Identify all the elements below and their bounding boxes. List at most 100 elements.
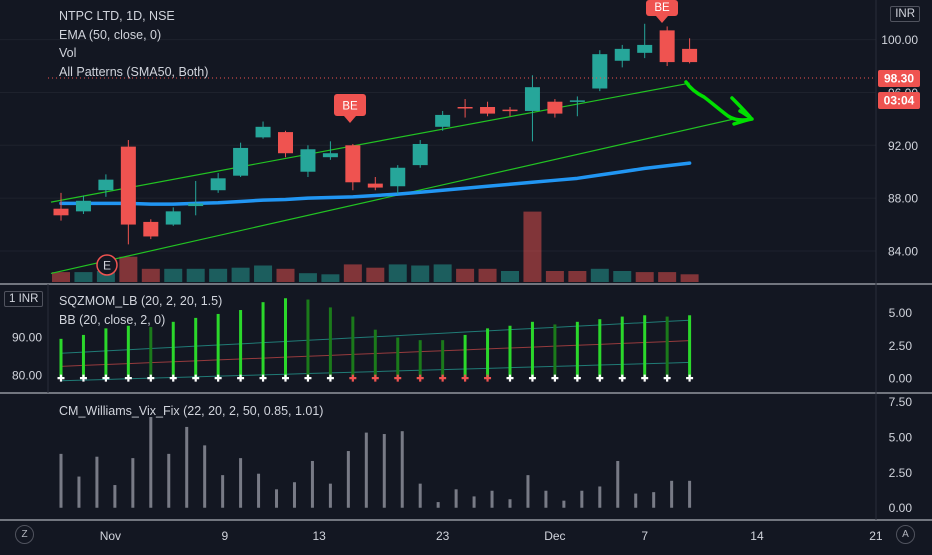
momentum-legend[interactable]: SQZMOM_LB (20, 2, 20, 1.5): [59, 294, 223, 308]
candle-body[interactable]: [457, 106, 473, 109]
vix-bar[interactable]: [95, 456, 99, 508]
vix-bar[interactable]: [562, 500, 566, 508]
momentum-bar[interactable]: [194, 317, 198, 379]
vix-bar[interactable]: [328, 483, 332, 508]
vix-bar[interactable]: [113, 485, 117, 508]
candle-body[interactable]: [255, 126, 271, 138]
candle-body[interactable]: [322, 153, 338, 158]
vix-bar[interactable]: [275, 489, 279, 508]
candle-body[interactable]: [435, 114, 451, 127]
candle-body[interactable]: [143, 221, 159, 237]
pattern-badge-2[interactable]: BE: [646, 0, 678, 23]
candle-body[interactable]: [592, 54, 608, 89]
patterns-legend[interactable]: All Patterns (SMA50, Both): [59, 64, 209, 79]
ema-legend[interactable]: EMA (50, close, 0): [59, 27, 162, 42]
candle-body[interactable]: [682, 48, 698, 63]
momentum-bar[interactable]: [463, 334, 467, 379]
vix-bar[interactable]: [257, 473, 261, 508]
momentum-bar[interactable]: [373, 329, 377, 379]
candle-body[interactable]: [502, 109, 518, 112]
candle-body[interactable]: [547, 101, 563, 114]
vix-bar[interactable]: [149, 417, 153, 508]
timezone-button[interactable]: Z: [15, 525, 34, 544]
candle-body[interactable]: [412, 143, 428, 166]
momentum-bar[interactable]: [126, 325, 130, 379]
candle-body[interactable]: [614, 48, 630, 61]
momentum-bar[interactable]: [508, 325, 512, 379]
momentum-bar[interactable]: [553, 324, 557, 379]
momentum-bar[interactable]: [486, 328, 490, 379]
candle-body[interactable]: [637, 44, 653, 53]
vix-bar[interactable]: [526, 475, 530, 508]
momentum-bar[interactable]: [216, 313, 220, 379]
momentum-bar[interactable]: [306, 299, 310, 379]
candle-body[interactable]: [300, 149, 316, 172]
candle-body[interactable]: [98, 179, 114, 191]
vix-bar[interactable]: [167, 453, 171, 508]
candle-body[interactable]: [390, 167, 406, 187]
candle-body[interactable]: [569, 100, 585, 102]
vix-bar[interactable]: [652, 492, 656, 508]
momentum-bar[interactable]: [688, 315, 692, 379]
vix-bar[interactable]: [203, 445, 207, 508]
candle-body[interactable]: [659, 30, 675, 63]
momentum-bar[interactable]: [261, 302, 265, 379]
momentum-bar[interactable]: [351, 316, 355, 379]
vix-bar[interactable]: [221, 475, 225, 508]
hand-drawn-arrow[interactable]: [684, 80, 754, 126]
vix-bar[interactable]: [310, 460, 314, 508]
vix-bar[interactable]: [490, 490, 494, 508]
trend-channel-upper[interactable]: [50, 82, 690, 203]
earnings-marker[interactable]: E: [96, 254, 118, 276]
momentum-bar[interactable]: [418, 340, 422, 379]
candle-body[interactable]: [367, 183, 383, 188]
momentum-bar[interactable]: [643, 315, 647, 379]
symbol-title[interactable]: NTPC LTD, 1D, NSE: [59, 9, 175, 23]
vix-bar[interactable]: [292, 482, 296, 508]
vix-bar[interactable]: [364, 432, 368, 508]
vix-bar[interactable]: [59, 453, 63, 508]
vix-bar[interactable]: [688, 480, 692, 508]
vix-bar[interactable]: [77, 476, 81, 508]
candle-body[interactable]: [480, 106, 496, 114]
ema50-line[interactable]: [59, 161, 692, 206]
volume-legend[interactable]: Vol: [59, 46, 77, 60]
candle-body[interactable]: [53, 208, 69, 216]
vix-bar[interactable]: [616, 460, 620, 508]
vix-bar[interactable]: [239, 458, 243, 508]
vix-bar[interactable]: [131, 458, 135, 508]
vix-bar[interactable]: [580, 490, 584, 508]
vix-bar[interactable]: [400, 431, 404, 508]
momentum-bar[interactable]: [575, 321, 579, 379]
momentum-bar[interactable]: [239, 310, 243, 379]
momentum-bar[interactable]: [620, 316, 624, 379]
momentum-bar[interactable]: [665, 316, 669, 379]
vix-bar[interactable]: [454, 489, 458, 508]
auto-scale-button[interactable]: A: [896, 525, 915, 544]
currency-badge[interactable]: INR: [890, 6, 920, 22]
candle-body[interactable]: [278, 132, 293, 154]
candle-body[interactable]: [120, 146, 136, 225]
vix-bar[interactable]: [382, 434, 386, 508]
momentum-bar[interactable]: [284, 298, 287, 379]
vix-bar[interactable]: [670, 480, 674, 508]
candle-body[interactable]: [75, 200, 91, 212]
pattern-badge-1[interactable]: BE: [334, 94, 366, 123]
candle-body[interactable]: [233, 147, 249, 176]
vix-bar[interactable]: [436, 502, 440, 508]
momentum-bar[interactable]: [598, 319, 602, 379]
candle-body[interactable]: [345, 145, 361, 183]
left-axis-currency-badge[interactable]: 1 INR: [4, 291, 44, 307]
momentum-bar[interactable]: [171, 321, 175, 379]
candle-body[interactable]: [188, 203, 204, 207]
momentum-bar[interactable]: [530, 321, 534, 379]
bb-legend[interactable]: BB (20, close, 2, 0): [59, 313, 166, 327]
vix-bar[interactable]: [472, 496, 476, 508]
momentum-bar[interactable]: [328, 307, 332, 379]
momentum-bar[interactable]: [59, 338, 63, 379]
vix-bar[interactable]: [598, 486, 602, 508]
vix-legend[interactable]: CM_Williams_Vix_Fix (22, 20, 2, 50, 0.85…: [59, 404, 324, 418]
candle-body[interactable]: [210, 178, 226, 191]
vix-bar[interactable]: [418, 483, 422, 508]
momentum-bar[interactable]: [81, 334, 85, 379]
